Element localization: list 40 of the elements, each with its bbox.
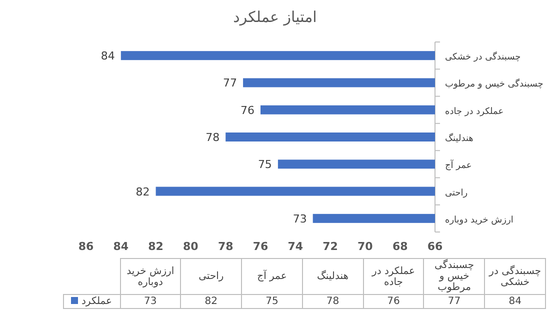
category-label: راحتی [198, 271, 224, 282]
data-label: 75 [258, 158, 272, 172]
y-tick-label: چسبندگی خیس و مرطوب [445, 78, 544, 90]
y-tick-label: عملکرد در جاده [445, 106, 504, 117]
data-label: 78 [206, 131, 220, 144]
text: 77 [424, 294, 485, 308]
category-label: ارزش خرید دوباره [126, 266, 174, 288]
x-tick-label: 66 [427, 240, 443, 253]
text: 78 [302, 294, 364, 308]
y-tick-label: عمر آج [445, 159, 472, 172]
chart-title: امتیاز عملکرد [233, 8, 317, 26]
x-tick-label: 74 [288, 240, 304, 253]
y-tick-label: چسبندگی در خشکی [445, 50, 521, 63]
y-tick-label: ارزش خرید دوباره [445, 215, 514, 226]
legend-label: عملکرد [81, 296, 112, 307]
data-label: 77 [223, 76, 238, 90]
x-tick-label: 78 [218, 240, 234, 253]
data-label: 73 [292, 212, 307, 226]
text: 76 [363, 294, 424, 308]
text: 73 [120, 294, 181, 308]
x-tick-label: 82 [148, 240, 164, 253]
category-label: عملکرد در جاده [372, 266, 416, 288]
x-tick-label: 72 [322, 240, 338, 253]
category-label: عمر آج [257, 271, 287, 282]
x-tick-label: 86 [78, 240, 94, 253]
x-tick-label: 80 [183, 240, 199, 253]
y-tick-label: هندلینگ [445, 132, 474, 144]
x-tick-label: 68 [392, 240, 408, 253]
x-tick-label: 70 [358, 240, 374, 253]
data-label: 82 [136, 185, 150, 198]
text: 84 [484, 294, 546, 308]
x-tick-label: 76 [252, 240, 268, 253]
text: 82 [180, 294, 242, 308]
text: 75 [242, 294, 302, 308]
category-label: چسبندگی در خشکی [489, 266, 542, 288]
x-tick-label: 84 [113, 240, 129, 253]
y-tick-label: راحتی [445, 188, 468, 198]
data-label: 76 [240, 104, 254, 117]
data-label: 84 [100, 50, 115, 63]
category-label: هندلینگ [316, 271, 349, 282]
